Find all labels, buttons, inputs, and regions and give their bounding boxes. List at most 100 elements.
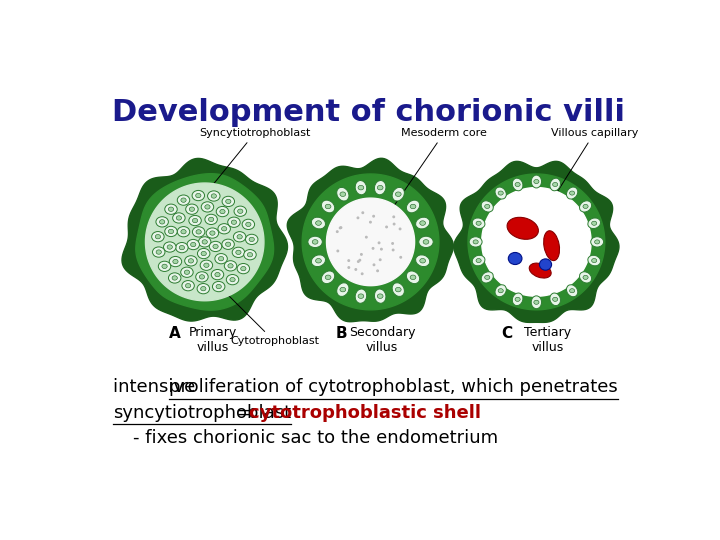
Ellipse shape	[225, 261, 237, 271]
Circle shape	[373, 215, 374, 217]
Polygon shape	[136, 174, 274, 310]
Ellipse shape	[192, 227, 205, 237]
Ellipse shape	[168, 207, 174, 211]
Circle shape	[341, 227, 342, 228]
Text: Villous capillary: Villous capillary	[551, 128, 638, 198]
Ellipse shape	[209, 217, 214, 221]
Ellipse shape	[321, 200, 335, 213]
Text: - fixes chorionic sac to the endometrium: - fixes chorionic sac to the endometrium	[132, 429, 498, 447]
Text: syncytiotrophoblast: syncytiotrophoblast	[113, 403, 292, 422]
Ellipse shape	[498, 289, 503, 293]
Ellipse shape	[204, 205, 210, 209]
Ellipse shape	[592, 221, 597, 225]
Ellipse shape	[199, 275, 204, 279]
Ellipse shape	[420, 221, 426, 225]
Ellipse shape	[189, 215, 202, 226]
Ellipse shape	[216, 285, 221, 289]
Ellipse shape	[583, 275, 588, 279]
Circle shape	[379, 259, 381, 260]
Ellipse shape	[539, 259, 552, 270]
Polygon shape	[326, 198, 415, 286]
Ellipse shape	[177, 195, 190, 205]
Ellipse shape	[415, 217, 430, 229]
Ellipse shape	[419, 236, 433, 247]
Polygon shape	[454, 161, 619, 322]
Circle shape	[378, 242, 380, 244]
Text: Cytotrophoblast: Cytotrophoblast	[222, 289, 319, 346]
Ellipse shape	[237, 234, 243, 239]
Ellipse shape	[570, 191, 575, 195]
Ellipse shape	[196, 230, 202, 234]
Ellipse shape	[182, 281, 194, 291]
Ellipse shape	[410, 275, 416, 280]
Circle shape	[393, 224, 395, 225]
Ellipse shape	[191, 242, 196, 247]
Circle shape	[366, 237, 367, 238]
Ellipse shape	[481, 272, 493, 283]
Ellipse shape	[234, 206, 246, 217]
Ellipse shape	[165, 226, 177, 237]
Ellipse shape	[238, 209, 243, 213]
Ellipse shape	[395, 192, 401, 197]
Ellipse shape	[244, 249, 256, 260]
Ellipse shape	[248, 253, 253, 257]
Ellipse shape	[325, 204, 331, 209]
Ellipse shape	[201, 287, 206, 291]
Ellipse shape	[210, 231, 215, 235]
Ellipse shape	[230, 278, 235, 282]
Text: A: A	[169, 326, 181, 341]
Ellipse shape	[472, 255, 485, 266]
Ellipse shape	[186, 284, 191, 288]
Ellipse shape	[395, 287, 401, 292]
Ellipse shape	[513, 178, 523, 191]
Ellipse shape	[415, 255, 430, 267]
Ellipse shape	[595, 240, 600, 244]
Polygon shape	[145, 183, 264, 301]
Ellipse shape	[495, 187, 506, 199]
Circle shape	[381, 248, 382, 250]
Circle shape	[358, 261, 359, 262]
Ellipse shape	[185, 256, 197, 266]
Circle shape	[348, 260, 349, 261]
Ellipse shape	[498, 191, 503, 195]
Ellipse shape	[337, 187, 349, 201]
Ellipse shape	[420, 259, 426, 263]
Text: =: =	[231, 403, 258, 422]
Ellipse shape	[531, 175, 541, 188]
Ellipse shape	[222, 197, 235, 207]
Ellipse shape	[476, 259, 481, 262]
Ellipse shape	[513, 293, 523, 306]
Ellipse shape	[211, 269, 224, 280]
Text: C: C	[501, 326, 513, 341]
Ellipse shape	[197, 248, 210, 259]
Ellipse shape	[495, 285, 506, 297]
Ellipse shape	[187, 239, 199, 249]
Ellipse shape	[325, 275, 331, 280]
Ellipse shape	[201, 252, 207, 256]
Ellipse shape	[552, 297, 558, 301]
Ellipse shape	[192, 218, 198, 222]
Ellipse shape	[515, 183, 521, 186]
Ellipse shape	[196, 272, 208, 282]
Ellipse shape	[228, 217, 240, 227]
Ellipse shape	[232, 247, 245, 258]
Ellipse shape	[508, 253, 522, 265]
Ellipse shape	[237, 264, 250, 274]
Circle shape	[362, 212, 364, 213]
Ellipse shape	[225, 199, 231, 204]
Ellipse shape	[160, 220, 165, 224]
Ellipse shape	[218, 256, 224, 261]
Ellipse shape	[188, 259, 194, 263]
Ellipse shape	[153, 247, 165, 257]
Polygon shape	[482, 187, 591, 296]
Ellipse shape	[205, 214, 217, 225]
Ellipse shape	[534, 179, 539, 184]
Ellipse shape	[225, 242, 231, 246]
Ellipse shape	[204, 263, 209, 267]
Ellipse shape	[534, 300, 539, 305]
Ellipse shape	[215, 272, 220, 277]
Ellipse shape	[529, 263, 551, 278]
Ellipse shape	[168, 273, 181, 283]
Text: intensive: intensive	[113, 378, 202, 396]
Ellipse shape	[218, 224, 230, 234]
